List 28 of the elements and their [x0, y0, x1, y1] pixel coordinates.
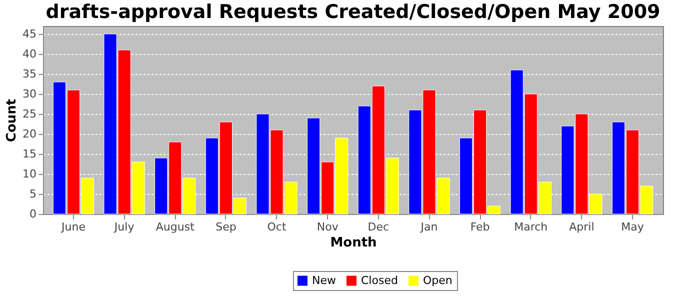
y-tick-label: 20 — [22, 128, 36, 140]
legend-label: Closed — [361, 274, 398, 287]
x-tick-label: August — [156, 220, 196, 234]
x-tick-label: Dec — [368, 220, 390, 234]
y-tick-label: 15 — [22, 148, 36, 160]
x-axis-title: Month — [330, 236, 377, 250]
x-tick-label: Nov — [316, 220, 339, 234]
x-tick-label: July — [113, 220, 135, 234]
x-tick-label: Sep — [216, 220, 236, 234]
legend-label: New — [312, 274, 336, 287]
legend-label: Open — [423, 274, 452, 287]
y-tick-label: 30 — [22, 88, 36, 100]
x-tick-label: May — [621, 220, 644, 234]
chart-title: drafts-approval Requests Created/Closed/Open May 2009 — [46, 1, 660, 23]
y-axis-title: Count — [4, 98, 20, 142]
y-tick-label: 10 — [22, 168, 36, 180]
x-tick-label: April — [569, 220, 594, 234]
x-tick-label: Jan — [420, 220, 438, 234]
y-tick-label: 0 — [30, 208, 36, 220]
y-tick-label: 5 — [30, 188, 36, 200]
y-tick-label: 45 — [22, 28, 36, 40]
x-tick-label: Oct — [267, 220, 287, 234]
y-tick-label: 25 — [22, 108, 36, 120]
x-tick-label: Feb — [470, 220, 490, 234]
y-tick-label: 35 — [22, 68, 36, 80]
y-tick-label: 40 — [22, 48, 36, 60]
x-tick-label: June — [60, 220, 86, 234]
x-tick-label: March — [514, 220, 548, 234]
